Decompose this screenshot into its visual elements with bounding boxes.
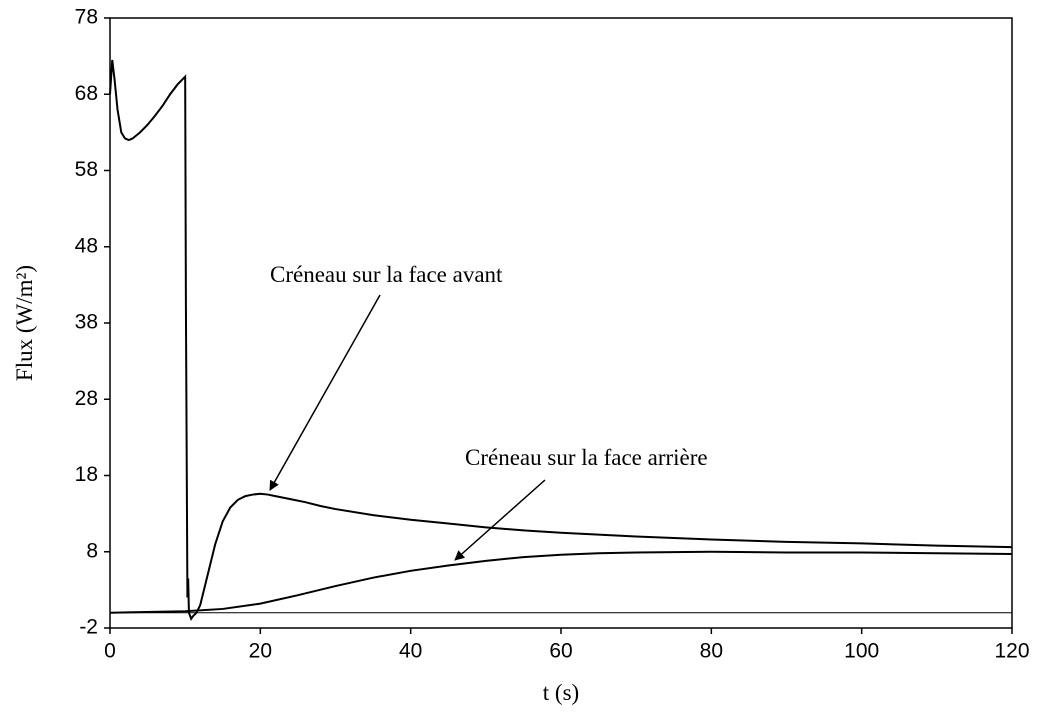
x-axis-label: t (s): [543, 680, 579, 705]
y-tick-label: 48: [75, 234, 98, 257]
plot-frame: [109, 17, 1013, 629]
annotation: Créneau sur la face avant: [270, 262, 503, 287]
y-axis-label: Flux (W/m²): [12, 265, 37, 381]
x-tick-label: 60: [549, 640, 572, 663]
annotation: Créneau sur la face arrière: [465, 445, 708, 470]
x-tick-label: 0: [104, 640, 116, 663]
x-tick-label: 120: [994, 640, 1029, 663]
y-tick-label: 8: [86, 539, 98, 562]
y-tick-label: 38: [75, 311, 98, 334]
y-tick-label: 58: [75, 158, 98, 181]
y-tick-label: -2: [79, 616, 98, 639]
y-tick-label: 68: [75, 82, 98, 105]
y-tick-label: 18: [75, 463, 98, 486]
y-tick-label: 28: [75, 387, 98, 410]
x-tick-label: 80: [700, 640, 723, 663]
x-tick-label: 20: [249, 640, 272, 663]
series-line: [109, 550, 1013, 614]
annotation-arrow: [454, 479, 546, 561]
y-tick-label: 78: [75, 6, 98, 29]
annotation-arrow: [269, 294, 381, 491]
series-line: [109, 59, 1013, 622]
x-tick-label: 40: [399, 640, 422, 663]
x-tick-label: 100: [844, 640, 879, 663]
